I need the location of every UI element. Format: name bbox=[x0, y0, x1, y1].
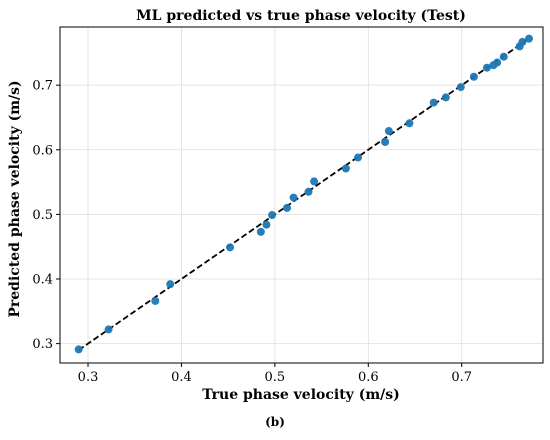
data-point bbox=[524, 34, 533, 43]
x-axis-label: True phase velocity (m/s) bbox=[202, 387, 400, 403]
y-tick-label: 0.4 bbox=[32, 273, 53, 288]
plot-frame bbox=[59, 26, 544, 364]
data-point bbox=[381, 138, 390, 147]
data-point bbox=[499, 52, 508, 61]
y-axis-label: Predicted phase velocity (m/s) bbox=[7, 80, 23, 317]
data-point bbox=[482, 63, 491, 72]
data-point bbox=[256, 227, 265, 236]
y-tick-label: 0.3 bbox=[32, 337, 53, 352]
x-tick-label: 0.5 bbox=[265, 370, 286, 385]
data-point bbox=[104, 325, 113, 334]
y-tick-label: 0.5 bbox=[32, 208, 53, 223]
data-point bbox=[151, 296, 160, 305]
data-point bbox=[268, 211, 277, 220]
x-tick-label: 0.7 bbox=[451, 370, 472, 385]
data-point bbox=[441, 93, 450, 102]
data-point bbox=[429, 98, 438, 107]
data-point bbox=[354, 153, 363, 162]
data-point bbox=[226, 243, 235, 252]
data-point bbox=[405, 119, 414, 128]
x-tick-label: 0.3 bbox=[78, 370, 99, 385]
data-points bbox=[74, 34, 533, 354]
caption-label: (b) bbox=[265, 415, 285, 429]
data-point bbox=[310, 177, 319, 186]
y-axis-ticks: 0.3 0.4 0.5 0.6 0.7 bbox=[32, 79, 60, 352]
data-point bbox=[289, 193, 298, 202]
data-point bbox=[341, 164, 350, 173]
y-tick-label: 0.7 bbox=[32, 79, 53, 94]
x-tick-label: 0.4 bbox=[171, 370, 192, 385]
data-point bbox=[384, 127, 393, 136]
data-point bbox=[518, 37, 527, 46]
chart-title: ML predicted vs true phase velocity (Tes… bbox=[136, 8, 466, 24]
figure-caption: (b) bbox=[0, 415, 550, 429]
data-point bbox=[456, 83, 465, 92]
data-point bbox=[262, 220, 271, 229]
x-axis-ticks: 0.3 0.4 0.5 0.6 0.7 bbox=[78, 363, 472, 385]
data-point bbox=[166, 280, 175, 289]
data-point bbox=[469, 72, 478, 81]
y-tick-label: 0.6 bbox=[32, 143, 53, 158]
data-point bbox=[74, 345, 83, 354]
data-point bbox=[493, 58, 502, 67]
data-point bbox=[283, 203, 292, 212]
data-point bbox=[304, 187, 313, 196]
x-tick-label: 0.6 bbox=[358, 370, 379, 385]
